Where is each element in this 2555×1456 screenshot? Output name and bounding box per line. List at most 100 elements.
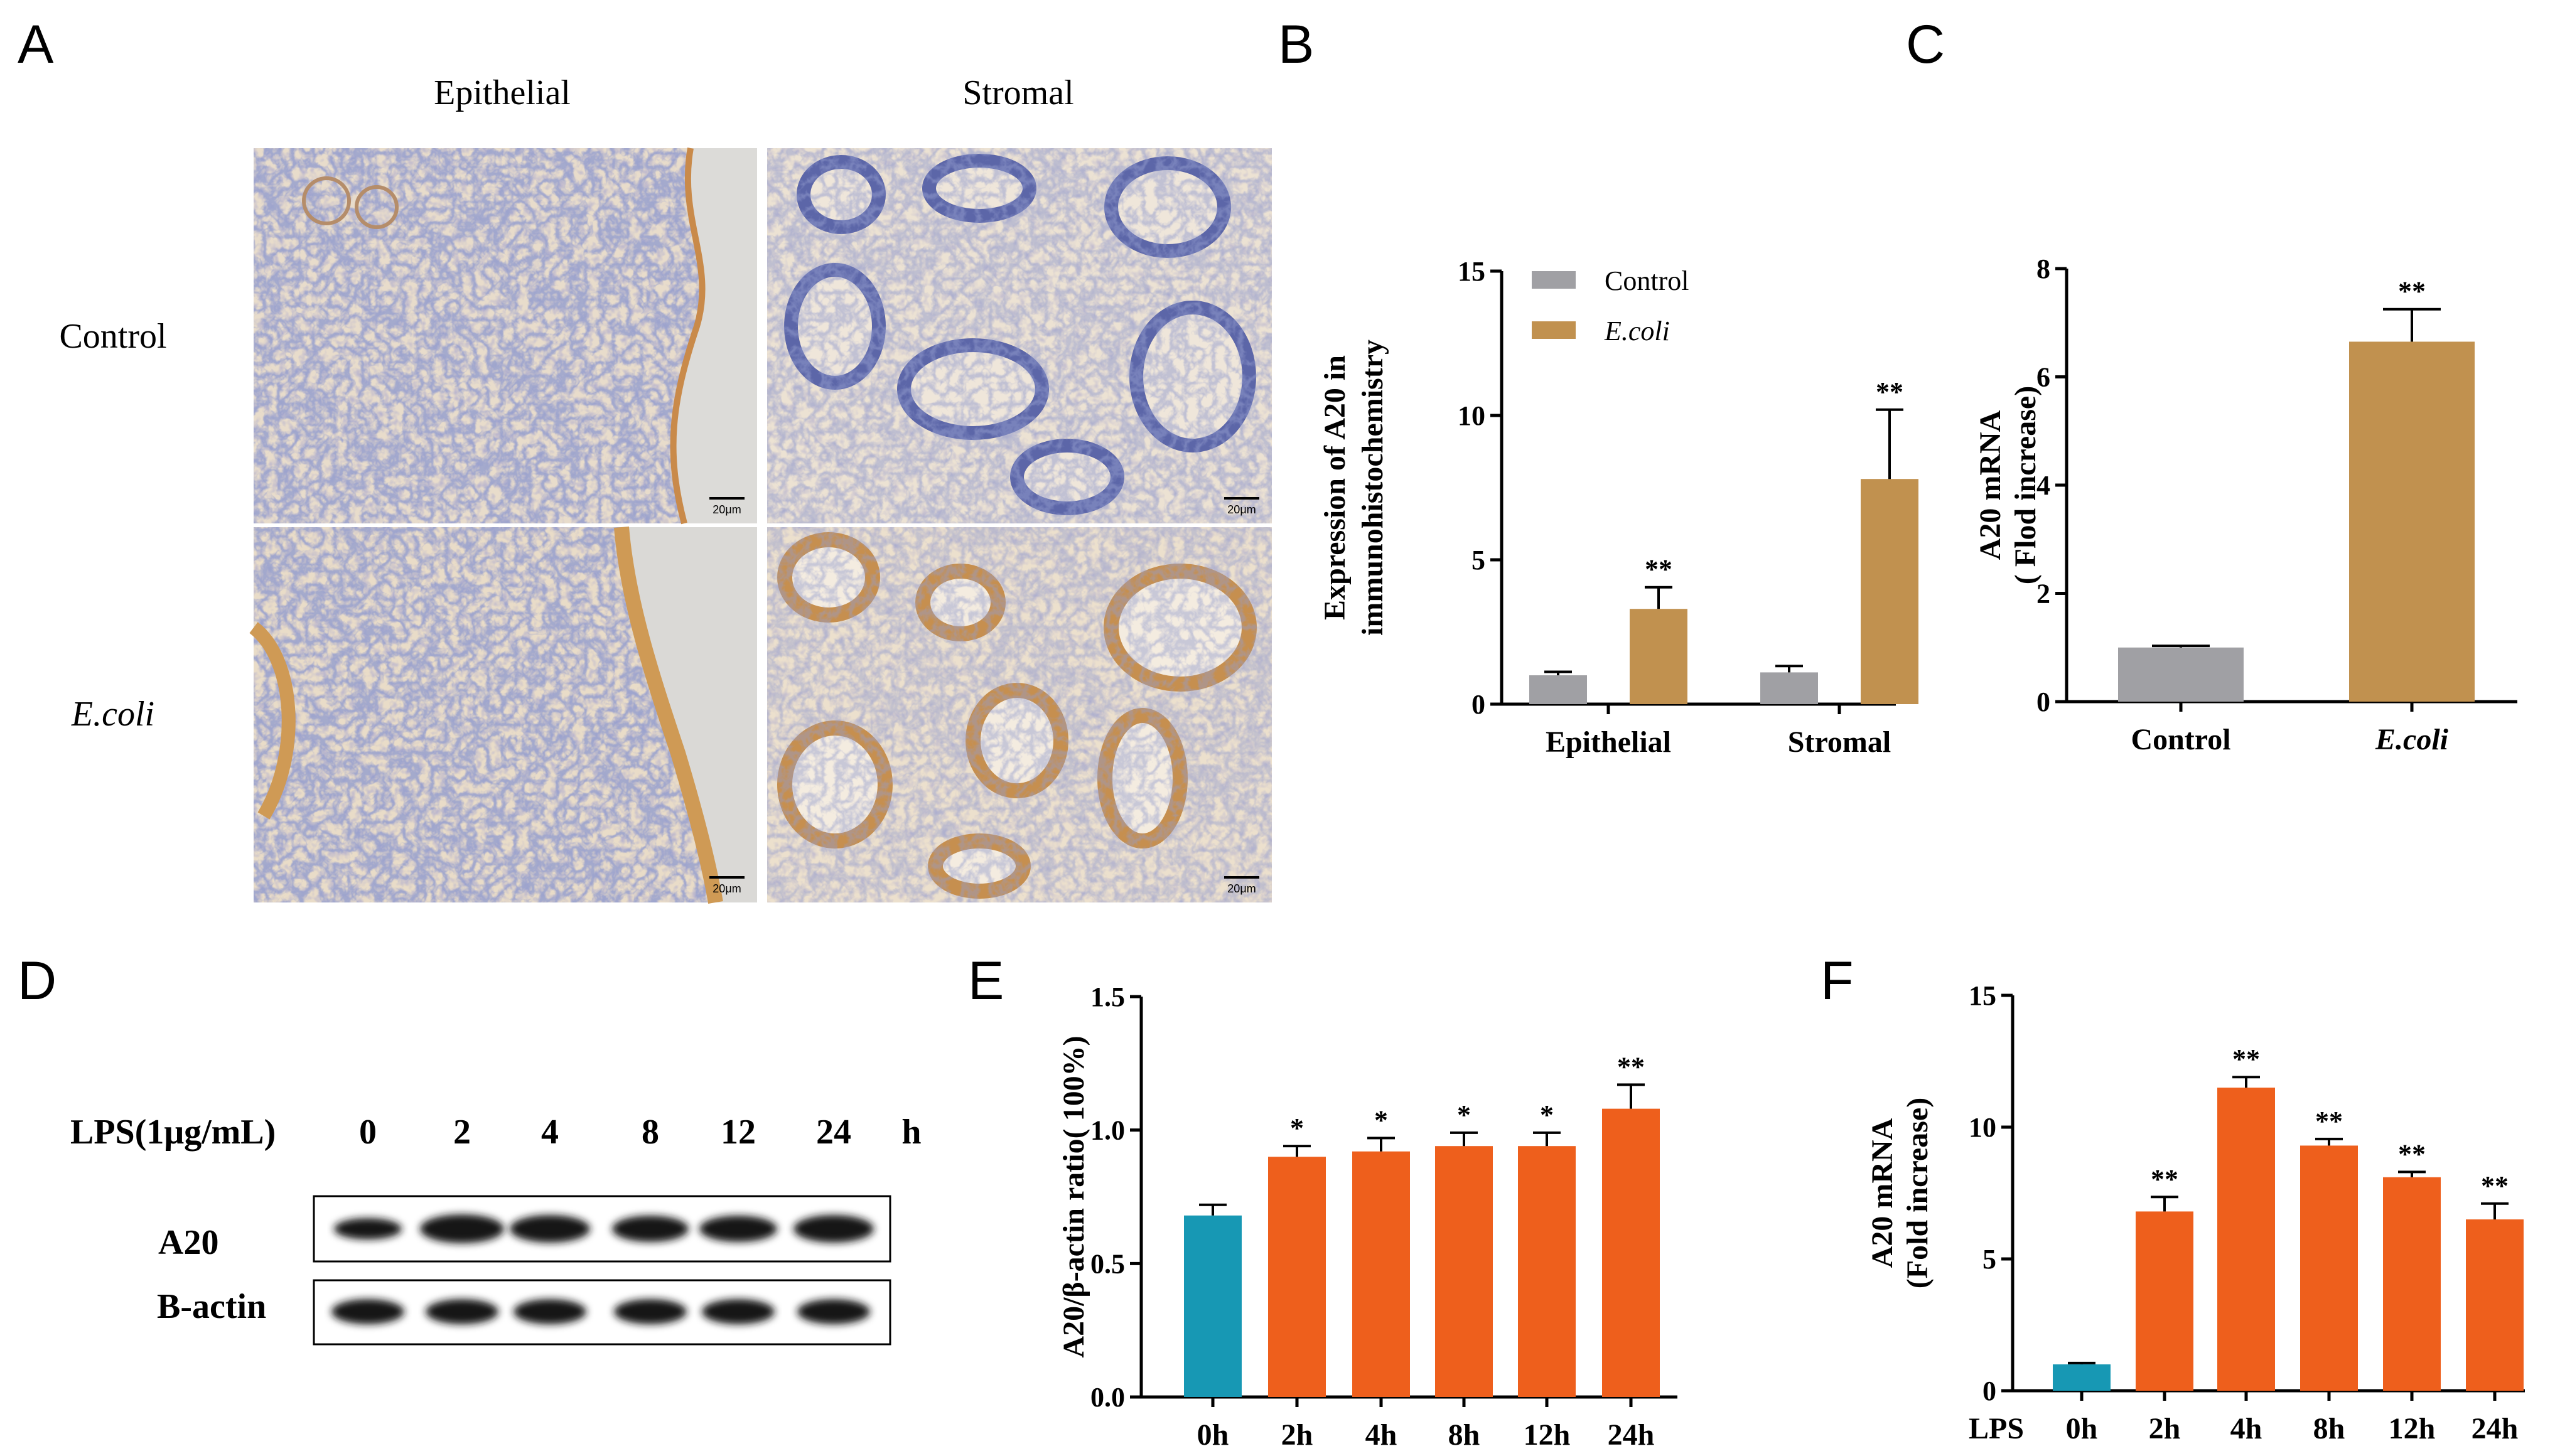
y-tick-label: 0.0 [1090,1382,1125,1413]
bar [1602,1108,1660,1397]
y-tick-label: 5 [1471,545,1485,575]
blot-band-beta-actin [797,1299,870,1324]
panel-label-e: E [968,951,1004,1011]
blot-timepoint-label: 2 [453,1113,471,1152]
blot-band-beta-actin [426,1299,498,1324]
y-tick-label: 10 [1969,1112,1996,1143]
significance-marker: * [1540,1100,1554,1130]
y-tick-label: 1.5 [1090,982,1125,1012]
blot-frame-beta-actin [313,1279,891,1346]
x-prefix-label: LPS [1969,1412,2024,1445]
bar [1184,1215,1242,1397]
significance-marker: ** [2315,1106,2343,1137]
x-category-label: 2h [2149,1412,2181,1445]
y-tick-label: 0 [1982,1376,1996,1406]
y-tick-label: 5 [1982,1244,1996,1275]
bar [1861,479,1918,704]
y-tick-label: 0 [1471,689,1485,720]
y-tick-label: 15 [1458,256,1485,287]
legend-swatch [1532,271,1576,289]
y-tick-label: 2 [2036,579,2050,609]
micrograph-control-stromal [767,148,1272,523]
blot-band-beta-actin [702,1299,775,1324]
row-label-control: Control [59,317,166,356]
blot-band-a20 [420,1214,504,1243]
blot-timepoint-label: 8 [642,1113,659,1152]
x-category-label: 24h [2472,1412,2519,1445]
x-category-label: 4h [2230,1412,2262,1445]
x-category-label: E.coli [2375,723,2449,756]
significance-marker: ** [1617,1051,1645,1082]
micrograph-control-epithelial [254,147,757,525]
significance-marker: * [1374,1105,1388,1135]
panel-label-b: B [1278,14,1314,75]
panel-label-c: C [1906,14,1945,75]
y-axis-label-line: ( Flod increase) [2009,386,2042,584]
bar [1268,1157,1326,1397]
bar [2383,1177,2441,1391]
x-category-label: 0h [2066,1412,2098,1445]
blot-timepoint-label: 12 [721,1113,756,1152]
bar [2466,1219,2524,1391]
micrograph-ecoli-stromal [767,527,1272,902]
bar [2300,1145,2358,1391]
bar [2349,341,2475,702]
y-tick-label: 0.5 [1090,1248,1125,1279]
blot-band-a20 [699,1216,777,1242]
significance-marker: * [1457,1100,1471,1130]
row-label-ecoli: E.coli [71,695,154,734]
significance-marker: ** [2398,1138,2426,1169]
legend-label: Control [1605,265,1689,296]
x-category-label: 4h [1365,1418,1397,1452]
scale-bar-label: 20μm [713,882,741,895]
panel-label-d: D [18,951,56,1011]
significance-marker: * [1290,1113,1304,1143]
x-category-label: Stromal [1788,725,1891,759]
y-axis-label-line: A20 mRNA [1974,410,2007,560]
y-tick-label: 15 [1969,980,1996,1011]
blot-bands [331,1214,874,1324]
scale-bar-4: 20μm [1224,876,1259,895]
bar [2118,647,2244,702]
y-tick-label: 4 [2036,470,2050,501]
bar [2136,1211,2193,1391]
y-tick-label: 10 [1458,400,1485,431]
scale-bar-2: 20μm [1224,497,1259,516]
x-category-label: 0h [1197,1418,1229,1452]
x-category-label: Control [2131,723,2230,756]
scale-bar-label: 20μm [713,503,741,516]
x-category-label: 8h [1448,1418,1480,1452]
significance-marker: ** [2232,1044,2260,1074]
chart-f: 0 5 10 15 A20 mRNA (Fold increase) 0h 2h ** 4h ** 8… [1866,980,2525,1445]
significance-marker: ** [1645,554,1672,585]
x-category-label: Epithelial [1546,725,1671,759]
scale-bar-label: 20μm [1227,882,1256,895]
y-axis-label-line: A20 mRNA [1866,1118,1899,1268]
x-category-label: 12h [1524,1418,1571,1452]
blot-band-beta-actin [514,1299,586,1324]
blot-band-a20 [793,1215,874,1243]
x-category-label: 2h [1281,1418,1313,1452]
significance-marker: ** [1876,377,1903,407]
chart-c: 0 2 4 6 8 A20 mRNA( Flod increase) Control E.co… [1974,254,2517,756]
legend-swatch [1532,321,1576,339]
blot-band-beta-actin [614,1299,687,1324]
blot-timepoint-label: 0 [359,1113,377,1152]
scale-bar-label: 20μm [1227,503,1256,516]
y-tick-label: 1.0 [1090,1115,1125,1146]
significance-marker: ** [2151,1164,2178,1194]
blot-band-a20 [510,1215,590,1243]
significance-marker: ** [2398,276,2426,307]
y-tick-label: 6 [2036,362,2050,393]
x-category-label: 12h [2389,1412,2436,1445]
bar [1529,675,1587,704]
y-tick-label: 8 [2036,254,2050,284]
y-axis-label: Expression of A20 in immunohistochemistry [1318,340,1389,636]
legend-label: E.coli [1604,316,1670,346]
x-category-label: 8h [2313,1412,2345,1445]
blot-timepoint-label: 24 [816,1113,851,1152]
blot-band-beta-actin [331,1299,404,1324]
bar [2217,1088,2275,1391]
y-tick-label: 0 [2036,687,2050,717]
